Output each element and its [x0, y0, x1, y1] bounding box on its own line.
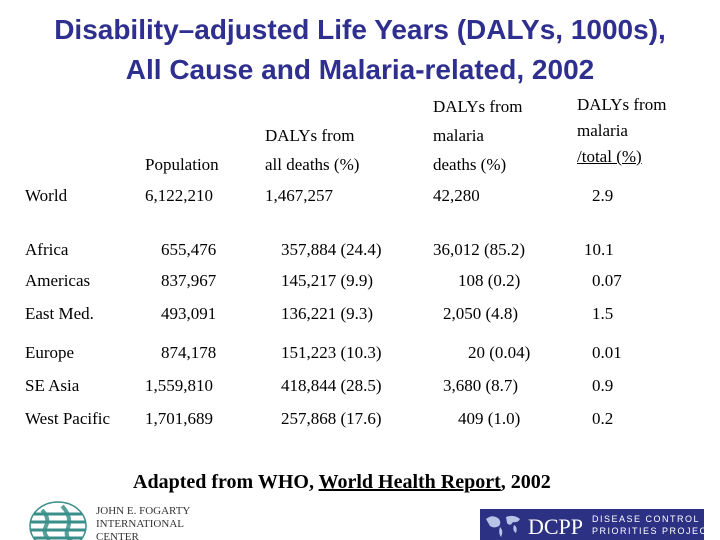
cell-population-americas: 837,967	[161, 271, 217, 290]
cell-region-west-pacific: West Pacific	[25, 409, 111, 428]
cell-malaria-deaths-west-pacific: 409 (1.0)	[458, 409, 521, 428]
cell-all-deaths-africa: 357,884 (24.4)	[281, 240, 382, 259]
cell-region-americas: Americas	[25, 271, 91, 290]
cell-all-deaths-east-med: 136,221 (9.3)	[281, 304, 374, 323]
world-map-icon	[486, 515, 520, 537]
cell-all-deaths-europe: 151,223 (10.3)	[281, 343, 382, 362]
cell-malaria-total-west-pacific: 0.2	[592, 409, 614, 428]
cell-population-east-med: 493,091	[161, 304, 217, 323]
cell-region-world: World	[25, 186, 68, 205]
cell-region-europe: Europe	[25, 343, 75, 362]
source-prefix: Adapted from WHO,	[133, 471, 319, 493]
cell-malaria-total-world: 2.9	[592, 186, 614, 205]
cell-malaria-total-east-med: 1.5	[592, 304, 614, 323]
fogarty-line-3: CENTER	[96, 531, 139, 540]
cell-all-deaths-world: 1,467,257	[265, 186, 333, 205]
cell-malaria-deaths-americas: 108 (0.2)	[458, 271, 521, 290]
header-population: Population	[145, 155, 219, 174]
globe-icon	[29, 501, 87, 540]
cell-all-deaths-americas: 145,217 (9.9)	[281, 271, 374, 290]
source-report-title: World Health Report	[318, 471, 501, 493]
title-line-2: All Cause and Malaria-related, 2002	[125, 54, 595, 85]
cell-population-west-pacific: 1,701,689	[145, 409, 213, 428]
cell-region-africa: Africa	[25, 240, 69, 259]
cell-region-se-asia: SE Asia	[25, 376, 80, 395]
cell-all-deaths-se-asia: 418,844 (28.5)	[281, 376, 382, 395]
dcpp-line-1: DISEASE CONTROL	[592, 514, 700, 524]
source-citation: Adapted from WHO, World Health Report, 2…	[133, 468, 551, 496]
cell-malaria-total-se-asia: 0.9	[592, 376, 614, 395]
cell-all-deaths-west-pacific: 257,868 (17.6)	[281, 409, 382, 428]
fogarty-line-1: JOHN E. FOGARTY	[96, 505, 190, 517]
cell-malaria-deaths-se-asia: 3,680 (8.7)	[443, 376, 519, 395]
page-title: Disability–adjusted Life Years (DALYs, 1…	[0, 10, 720, 90]
cell-malaria-deaths-africa: 36,012 (85.2)	[433, 240, 526, 259]
cell-region-east-med: East Med.	[25, 304, 94, 323]
cell-population-africa: 655,476	[161, 240, 217, 259]
header-all-deaths: DALYs from all deaths (%)	[265, 126, 360, 174]
cell-population-se-asia: 1,559,810	[145, 376, 213, 395]
fogarty-center-logo: JOHN E. FOGARTY INTERNATIONAL CENTER	[29, 501, 190, 540]
cell-malaria-deaths-europe: 20 (0.04)	[468, 343, 531, 362]
dcpp-line-2: PRIORITIES PROJECT	[592, 526, 704, 536]
cell-malaria-total-africa: 10.1	[584, 240, 614, 259]
dcpp-name: DCPP	[528, 514, 583, 539]
header-malaria-total: DALYs from malaria /total (%)	[577, 95, 667, 166]
dcpp-logo: DCPP DISEASE CONTROL PRIORITIES PROJECT	[480, 509, 704, 540]
cell-malaria-deaths-world: 42,280	[433, 186, 480, 205]
cell-malaria-total-americas: 0.07	[592, 271, 622, 290]
title-line-1: Disability–adjusted Life Years (DALYs, 1…	[54, 14, 666, 45]
cell-population-europe: 874,178	[161, 343, 217, 362]
source-suffix: , 2002	[500, 471, 551, 493]
cell-malaria-total-europe: 0.01	[592, 343, 622, 362]
fogarty-line-2: INTERNATIONAL	[96, 518, 184, 530]
cell-malaria-deaths-east-med: 2,050 (4.8)	[443, 304, 519, 323]
cell-population-world: 6,122,210	[145, 186, 213, 205]
header-malaria-deaths: DALYs from malaria deaths (%)	[433, 97, 523, 174]
